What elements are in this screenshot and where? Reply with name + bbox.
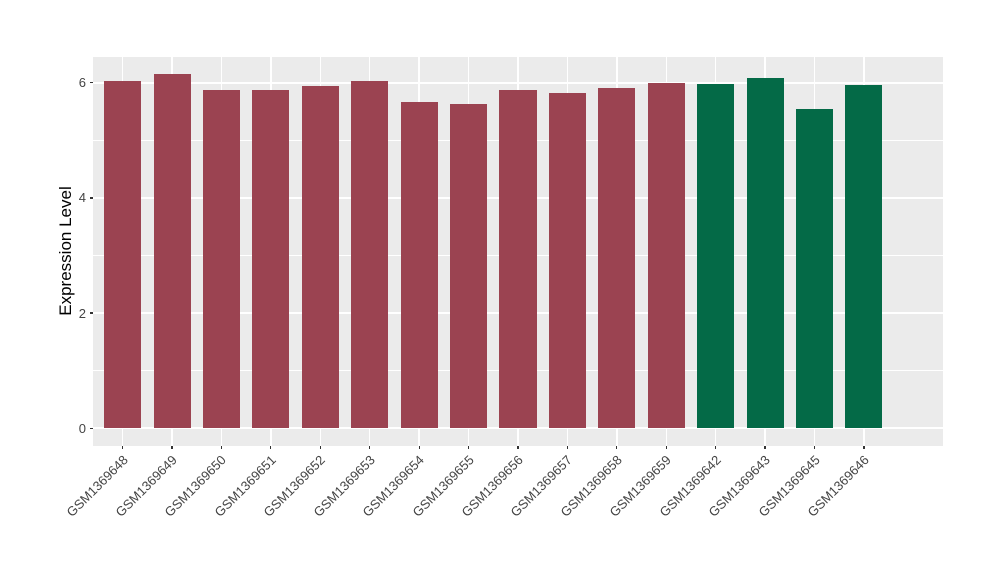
x-axis-tick — [319, 446, 321, 449]
bar — [548, 93, 586, 429]
x-axis-tick — [665, 446, 667, 449]
x-axis-label: GSM1369656 — [458, 452, 526, 520]
bar — [450, 103, 488, 429]
x-axis-tick — [369, 446, 371, 449]
y-axis-tick — [90, 82, 93, 84]
plot-panel — [93, 57, 943, 446]
x-axis-label: GSM1369654 — [359, 452, 428, 520]
x-axis-tick — [171, 446, 173, 449]
y-axis-label: 6 — [78, 75, 86, 91]
x-axis-label: GSM1369653 — [310, 452, 378, 520]
bar — [845, 85, 883, 429]
bar — [795, 108, 834, 429]
x-axis-tick — [122, 446, 124, 449]
x-axis-tick — [566, 446, 568, 449]
bar — [746, 77, 784, 429]
bar — [499, 90, 537, 429]
x-axis-label: GSM1369642 — [656, 452, 724, 520]
x-axis-label: GSM1369648 — [63, 452, 131, 520]
bar — [400, 102, 438, 429]
x-axis-label: GSM1369652 — [260, 452, 329, 520]
x-axis-tick — [764, 446, 766, 449]
x-axis-label: GSM1369657 — [507, 452, 576, 520]
y-axis-label: 0 — [78, 420, 86, 436]
x-axis-label: GSM1369655 — [409, 452, 477, 520]
bar — [153, 74, 191, 429]
x-axis-label: GSM1369646 — [804, 452, 872, 520]
bar — [104, 81, 142, 429]
x-axis-label: GSM1369659 — [606, 452, 675, 520]
y-axis-title: Expression Level — [56, 186, 75, 316]
x-axis-label: GSM1369645 — [755, 452, 823, 520]
y-axis-tick — [90, 197, 93, 199]
x-axis-label: GSM1369658 — [557, 452, 625, 520]
y-axis-tick — [90, 312, 93, 314]
x-axis-tick — [517, 446, 519, 449]
bar — [697, 84, 735, 429]
bar — [301, 85, 339, 429]
x-axis-label: GSM1369650 — [162, 452, 230, 520]
bar — [202, 89, 241, 429]
bar — [647, 82, 685, 429]
bar — [598, 88, 636, 429]
x-axis-tick — [616, 446, 618, 449]
x-axis-tick — [418, 446, 420, 449]
x-axis-tick — [270, 446, 272, 449]
y-axis-label: 2 — [78, 305, 86, 321]
x-axis-tick — [467, 446, 470, 449]
x-axis-tick — [220, 446, 223, 449]
x-axis-tick — [715, 446, 717, 449]
y-axis-label: 4 — [78, 190, 86, 206]
x-axis-tick — [863, 446, 865, 449]
x-axis-label: GSM1369643 — [705, 452, 773, 520]
y-axis-tick — [90, 427, 93, 429]
bar — [252, 89, 290, 429]
x-axis-label: GSM1369651 — [211, 452, 279, 520]
bar — [351, 80, 389, 429]
x-axis-tick — [813, 446, 816, 449]
